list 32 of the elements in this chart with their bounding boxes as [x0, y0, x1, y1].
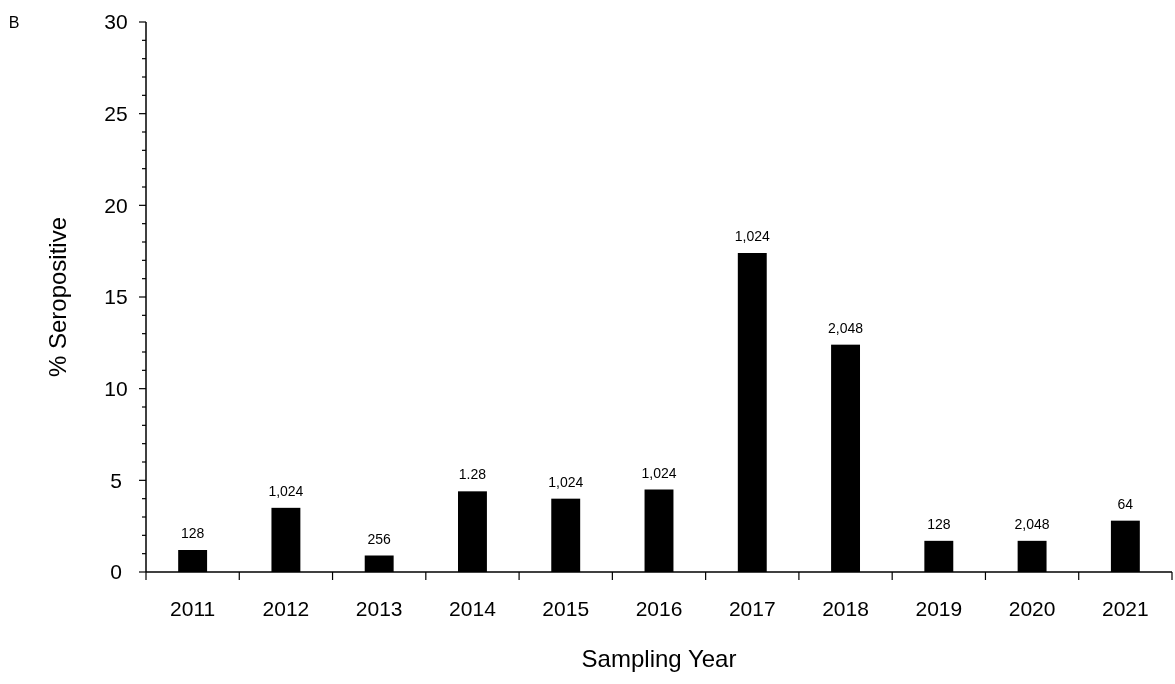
x-tick-label: 2021 [1102, 597, 1149, 621]
y-tick-label: 30 [104, 10, 128, 34]
x-tick-label: 2015 [542, 597, 590, 621]
y-axis-title: % Seropositive [44, 216, 72, 378]
y-tick-label: 0 [110, 560, 122, 584]
annotation: 1,024 [641, 464, 677, 481]
x-tick-label: 2014 [449, 597, 497, 621]
y-tick-label: 10 [104, 377, 128, 401]
x-tick-label: 2018 [822, 597, 869, 621]
annotation: 128 [927, 515, 951, 532]
y-tick-label: 5 [110, 468, 122, 492]
x-tick-label: 2017 [728, 597, 776, 621]
y-tick-label: 15 [104, 285, 128, 309]
annotation: 1,024 [734, 228, 770, 244]
annotation: 128 [180, 525, 205, 541]
x-tick-label: 2019 [915, 597, 963, 621]
annotation: 1,024 [548, 473, 584, 490]
x-tick-label: 2011 [170, 597, 216, 621]
x-axis-title: Sampling Year [581, 645, 737, 673]
x-tick-label: 2013 [355, 597, 403, 621]
annotation: 2,048 [828, 319, 864, 336]
y-tick-label: 20 [104, 193, 128, 217]
x-tick-label: 2016 [635, 597, 683, 621]
x-tick-label: 2012 [262, 597, 310, 621]
annotation: 256 [367, 530, 392, 547]
annotation: 64 [1117, 495, 1134, 512]
annotation: 2,048 [1014, 515, 1050, 532]
x-tick-label: 2020 [1008, 597, 1056, 621]
annotation: 1,024 [268, 482, 304, 499]
text: B [8, 13, 20, 31]
y-tick-label: 25 [104, 102, 128, 126]
annotation: 1.28 [458, 466, 487, 483]
